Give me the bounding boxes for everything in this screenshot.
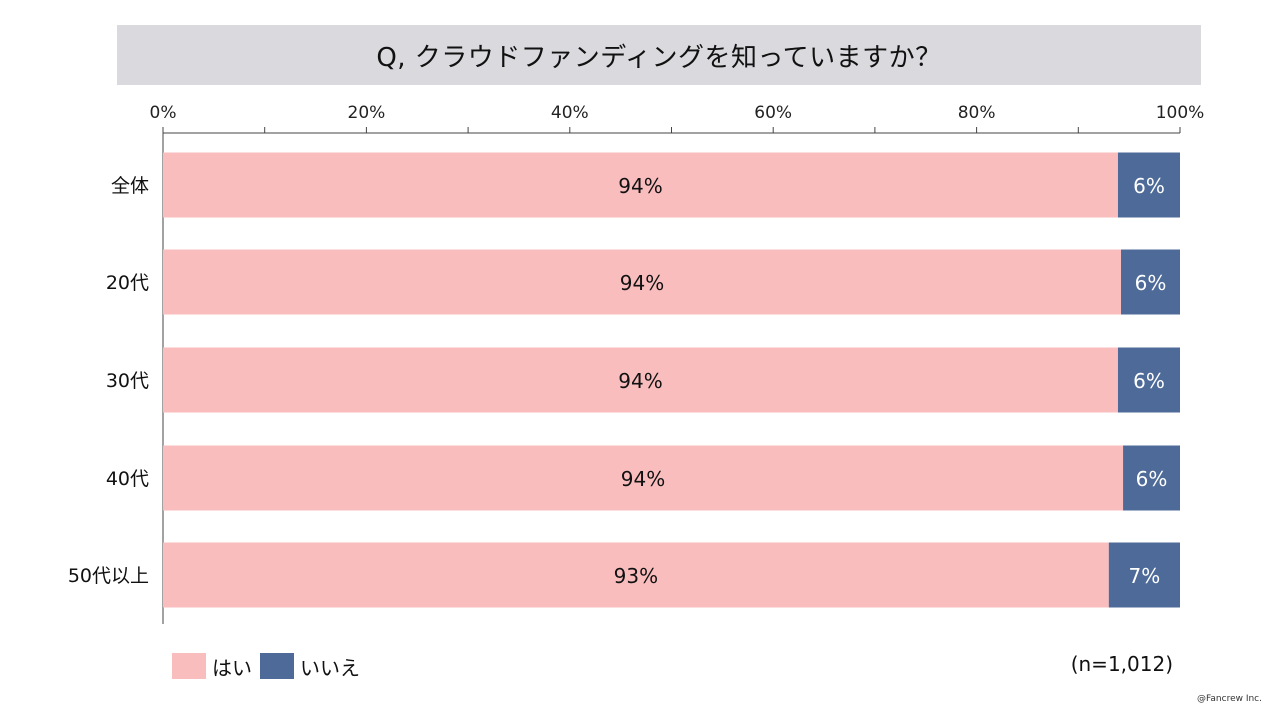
legend: はい いいえ: [172, 652, 368, 680]
bar-no: [1121, 249, 1180, 315]
bar-yes: [163, 542, 1109, 608]
stacked-bar-chart: 0% 20% 40% 60% 80% 100% 全体 94% 6% 20代 94% 6% 30代 94% 6…: [68, 103, 1205, 624]
legend-label-no: いいえ: [300, 655, 360, 680]
data-label-yes: 94%: [620, 271, 664, 295]
legend-label-yes: はい: [212, 655, 252, 680]
copyright-credit: @Fancrew Inc.: [1197, 694, 1262, 704]
bar-no: [1117, 347, 1180, 413]
category-label: 全体: [111, 175, 149, 197]
x-tick-label: 60%: [754, 103, 792, 123]
chart-title-bar: Q, クラウドファンディングを知っていますか？: [117, 25, 1201, 85]
data-label-yes: 94%: [618, 174, 662, 198]
bar-yes: [163, 347, 1118, 413]
legend-item-no: いいえ: [260, 652, 360, 681]
legend-swatch-no: [260, 653, 294, 679]
bar-yes: [163, 445, 1124, 511]
bar-no: [1123, 445, 1180, 511]
x-tick-label: 40%: [551, 103, 589, 123]
data-label-no: 7%: [1129, 564, 1161, 588]
data-label-no: 6%: [1136, 467, 1168, 491]
legend-swatch-yes: [172, 653, 206, 679]
x-tick-label: 80%: [958, 103, 996, 123]
data-label-no: 6%: [1133, 369, 1165, 393]
data-label-no: 6%: [1133, 174, 1165, 198]
bar-no: [1117, 152, 1180, 218]
category-label: 50代以上: [68, 565, 149, 587]
sample-size-note: (n=1,012): [1070, 652, 1173, 676]
x-tick-label: 100%: [1156, 103, 1205, 123]
category-label: 20代: [106, 272, 149, 294]
legend-item-yes: はい: [172, 652, 252, 681]
category-label: 40代: [106, 468, 149, 490]
data-label-yes: 93%: [614, 564, 658, 588]
x-tick-label: 0%: [150, 103, 177, 123]
data-label-no: 6%: [1135, 271, 1167, 295]
bar-no: [1108, 542, 1180, 608]
bar-yes: [163, 152, 1118, 218]
category-label: 30代: [106, 370, 149, 392]
data-label-yes: 94%: [618, 369, 662, 393]
bar-yes: [163, 249, 1122, 315]
x-tick-label: 20%: [348, 103, 386, 123]
data-label-yes: 94%: [621, 467, 665, 491]
chart-title: Q, クラウドファンディングを知っていますか？: [376, 42, 942, 73]
